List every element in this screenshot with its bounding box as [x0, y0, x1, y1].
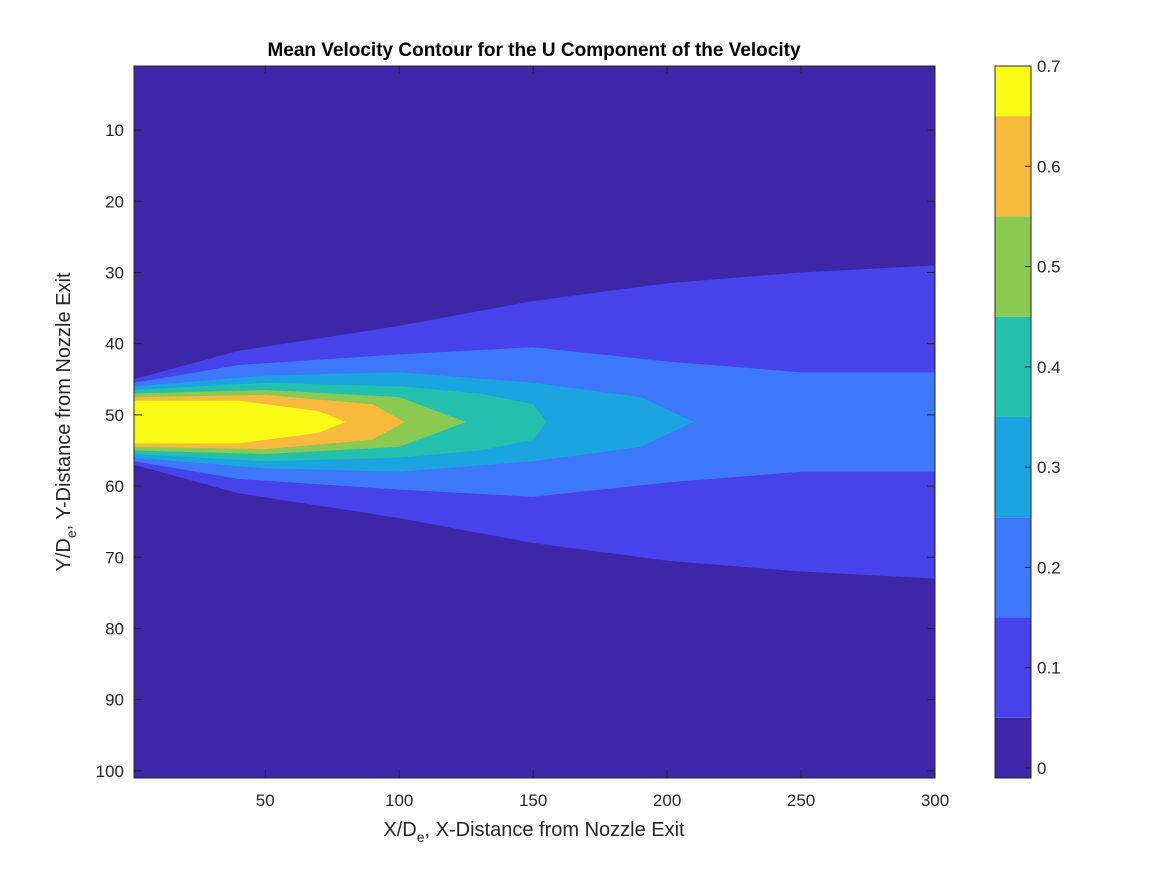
y-tick-label: 60: [105, 477, 124, 496]
colorbar-bands: [995, 66, 1031, 778]
x-axis-label-sub: e: [417, 829, 425, 845]
y-axis-label-rest: , Y-Distance from Nozzle Exit: [53, 272, 75, 530]
contour-band-0.65: [134, 400, 346, 444]
x-tick-label: 150: [519, 791, 547, 810]
y-tick-label: 100: [96, 762, 124, 781]
y-tick-label: 90: [105, 691, 124, 710]
colorbar-tick-label: 0.3: [1037, 458, 1061, 477]
colorbar-tick-label: 0.7: [1037, 57, 1061, 76]
x-tick-label: 50: [256, 791, 275, 810]
y-tick-label: 80: [105, 619, 124, 638]
colorbar-tick-label: 0.6: [1037, 157, 1061, 176]
chart-title: Mean Velocity Contour for the U Componen…: [267, 40, 801, 61]
colorbar-tick-label: 0: [1037, 759, 1046, 778]
x-axis-label-rest: , X-Distance from Nozzle Exit: [425, 819, 686, 841]
y-tick-label: 70: [105, 548, 124, 567]
colorbar-tick-label: 0.4: [1037, 358, 1061, 377]
y-tick-label: 30: [105, 263, 124, 282]
x-tick-label: 200: [653, 791, 681, 810]
colorbar-ticks: 0 0.1 0.2 0.3 0.4 0.5 0.6 0.7: [1025, 57, 1061, 778]
y-axis: 10 20 30 40 50 60 70 80 90 100: [96, 121, 935, 781]
y-tick-label: 40: [105, 335, 124, 354]
colorbar-tick-label: 0.5: [1037, 258, 1061, 277]
colorbar-tick-label: 0.1: [1037, 659, 1061, 678]
y-axis-label-sub: e: [63, 530, 79, 538]
colorbar: 0 0.1 0.2 0.3 0.4 0.5 0.6 0.7: [994, 57, 1061, 779]
colorbar-band: [995, 717, 1031, 778]
colorbar-tick-label: 0.2: [1037, 558, 1061, 577]
y-axis-label-main: Y/D: [53, 538, 75, 571]
plot-frame: [133, 65, 936, 779]
x-axis-label: X/De, X-Distance from Nozzle Exit: [383, 819, 685, 845]
x-axis-label-main: X/D: [383, 819, 416, 841]
plot-area: 50 100 150 200 250 300 10 20 30 40 50 60 70 80 90 100: [96, 65, 949, 810]
x-axis: 50 100 150 200 250 300: [256, 66, 949, 810]
x-tick-label: 250: [787, 791, 815, 810]
colorbar-frame: [994, 65, 1032, 779]
contour-fills: [134, 265, 935, 579]
x-tick-label: 300: [921, 791, 949, 810]
y-axis-label: Y/De, Y-Distance from Nozzle Exit: [53, 272, 79, 571]
x-tick-label: 100: [385, 791, 413, 810]
y-tick-label: 50: [105, 406, 124, 425]
y-tick-label: 10: [105, 121, 124, 140]
colorbar-band: [995, 66, 1031, 117]
y-tick-label: 20: [105, 192, 124, 211]
